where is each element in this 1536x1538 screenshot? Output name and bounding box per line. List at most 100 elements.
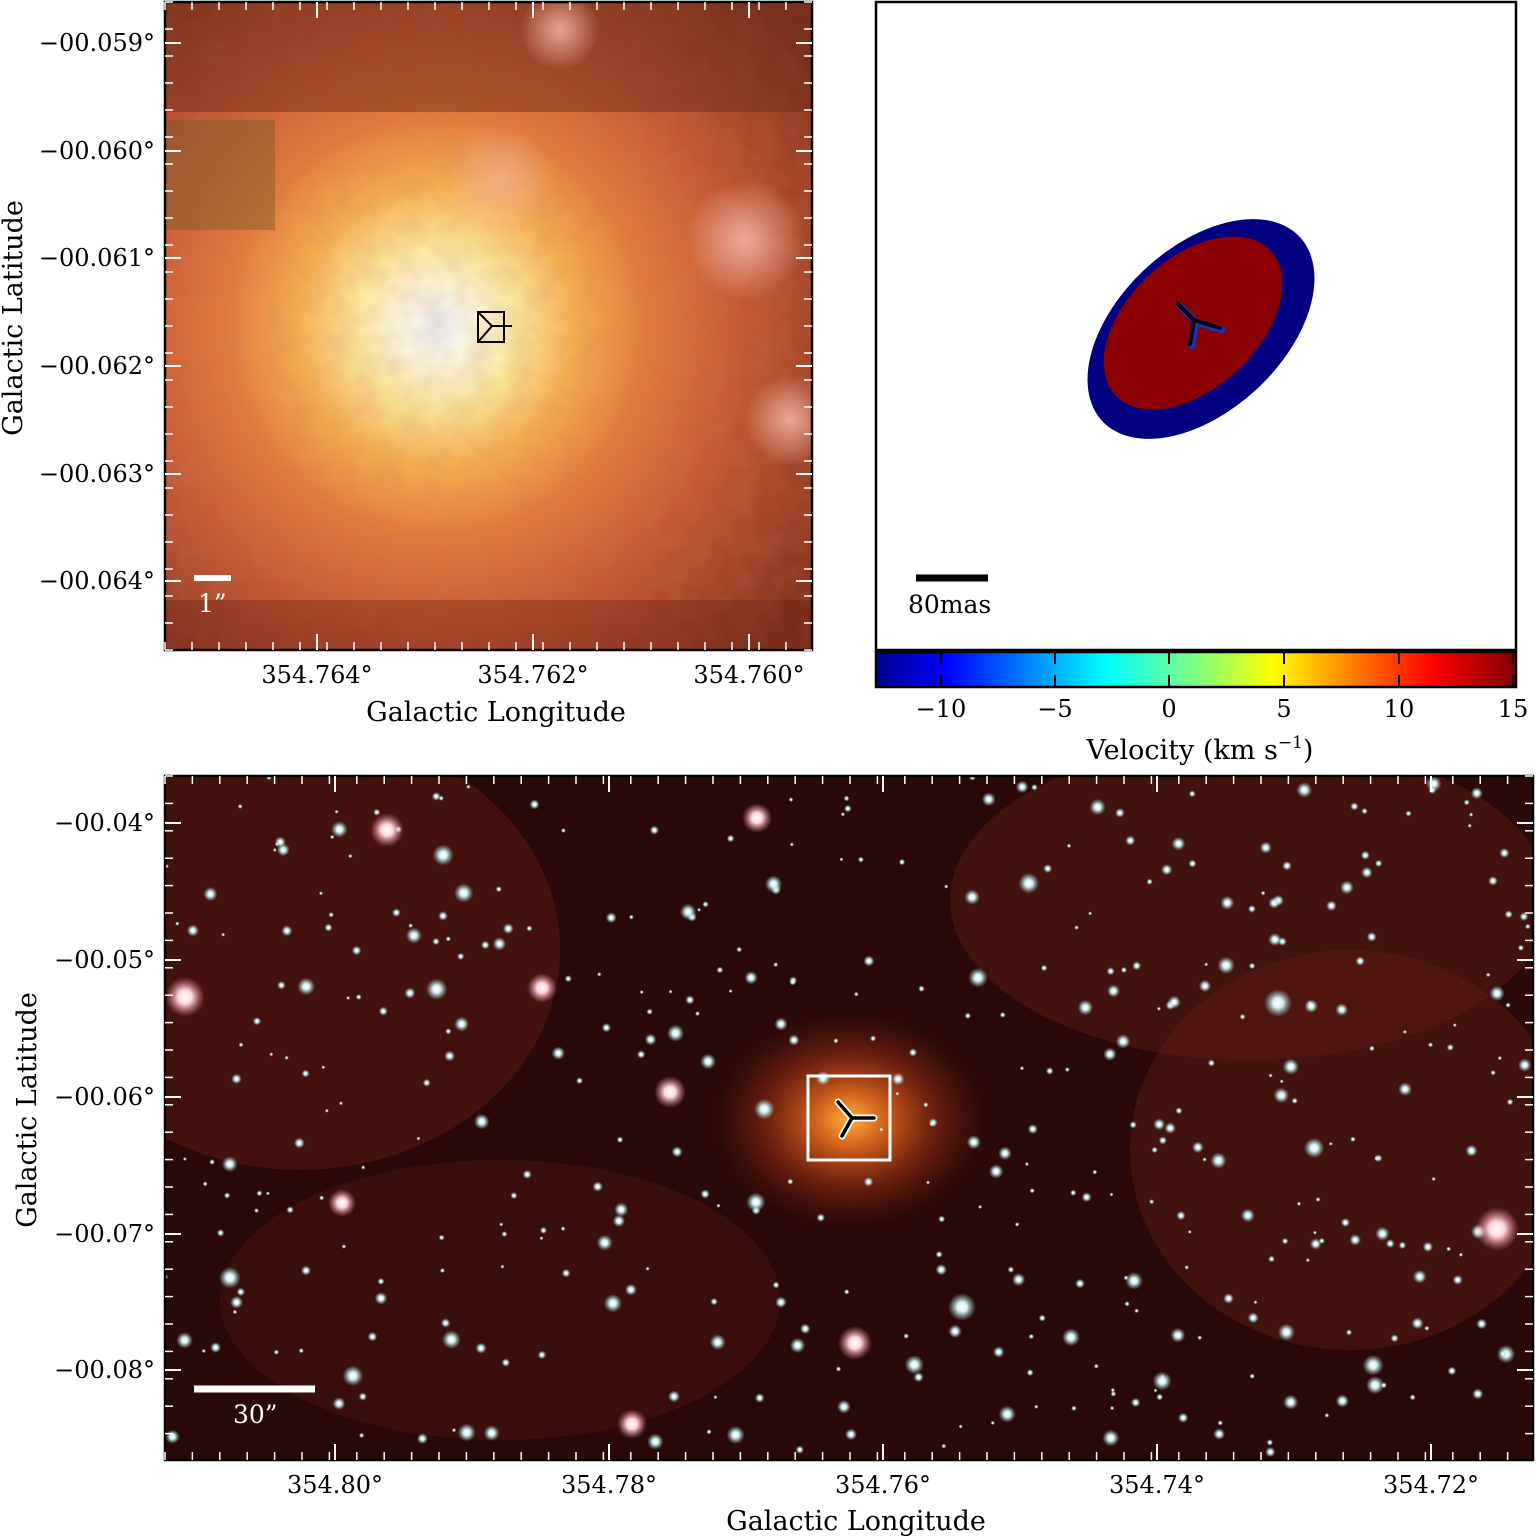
star (444, 1050, 456, 1062)
star (539, 1236, 544, 1241)
star (1120, 966, 1128, 974)
star (1452, 1023, 1457, 1028)
star (539, 1226, 548, 1234)
star (1277, 1323, 1295, 1341)
star (1405, 810, 1412, 817)
star (564, 975, 572, 983)
star (1355, 956, 1365, 966)
star (1362, 1354, 1384, 1376)
star (1102, 1429, 1120, 1447)
colorbar-tick-labels: −10 −5 0 5 10 15 (916, 695, 1529, 723)
star (1248, 962, 1256, 970)
star (1171, 836, 1186, 851)
star (223, 1192, 231, 1199)
star (265, 1191, 270, 1196)
star (1431, 1176, 1436, 1182)
star (1490, 1070, 1496, 1076)
star (1268, 1255, 1275, 1263)
star (1517, 944, 1525, 951)
star (501, 1358, 511, 1367)
star (624, 1283, 637, 1296)
star (355, 994, 362, 1000)
star (274, 836, 286, 848)
star (1259, 841, 1272, 854)
star (499, 1222, 504, 1227)
star (1202, 1157, 1207, 1162)
star (351, 945, 362, 956)
star (999, 1011, 1006, 1018)
star (1240, 1208, 1255, 1223)
star (998, 1405, 1016, 1423)
star (216, 1229, 225, 1237)
star (1156, 1393, 1164, 1401)
star (1184, 1265, 1189, 1270)
star (1197, 1335, 1203, 1341)
bottom-scale-label: 30” (233, 1400, 278, 1429)
star (1156, 1006, 1161, 1011)
star (329, 834, 335, 840)
star (1040, 964, 1048, 972)
star (298, 1348, 304, 1354)
star (592, 1181, 603, 1192)
star (1062, 1328, 1080, 1347)
star (1249, 1373, 1255, 1379)
star (361, 1165, 366, 1170)
star (422, 1078, 431, 1087)
star (1198, 979, 1212, 993)
star (1497, 1055, 1503, 1061)
star (431, 792, 441, 801)
colorbar-ticks (940, 652, 1514, 687)
star (639, 990, 644, 995)
star (1204, 962, 1209, 967)
star (700, 1053, 716, 1070)
star (1132, 961, 1142, 971)
star (1028, 1333, 1035, 1340)
star (473, 1113, 490, 1130)
star (1026, 1369, 1034, 1377)
y-tick-label: −00.08° (54, 1356, 155, 1384)
star (843, 1289, 850, 1295)
star (903, 1333, 909, 1339)
star (1328, 1141, 1333, 1146)
star (1504, 910, 1513, 919)
star (1282, 861, 1292, 871)
star (709, 1334, 726, 1351)
star (495, 886, 502, 893)
x-tick-label: 354.762° (477, 661, 588, 689)
star (863, 1176, 874, 1187)
star (944, 884, 949, 889)
star (561, 1268, 571, 1278)
star (1385, 1239, 1395, 1249)
star (918, 985, 925, 992)
star (754, 1393, 765, 1403)
star (560, 828, 566, 833)
star (1109, 1192, 1114, 1197)
star (614, 1202, 629, 1217)
star (454, 883, 474, 903)
star (1472, 1388, 1484, 1400)
star (1488, 876, 1498, 886)
colorbar-tick-label: 15 (1498, 695, 1529, 723)
colorbar-tick-label: 0 (1161, 695, 1176, 723)
star (1282, 1058, 1300, 1075)
star (1260, 890, 1266, 896)
star (753, 1098, 775, 1120)
star (1149, 1199, 1155, 1205)
star (789, 842, 794, 847)
star (1485, 972, 1491, 978)
star (1213, 1428, 1226, 1440)
top-left-image (165, 2, 812, 650)
star (988, 1164, 1004, 1179)
star (1066, 843, 1072, 849)
zoom-region-box (806, 1074, 892, 1162)
star (616, 1136, 624, 1143)
star (679, 903, 697, 920)
star (603, 1294, 623, 1313)
star (1398, 1241, 1407, 1250)
star (331, 821, 348, 838)
star (438, 911, 448, 921)
star (560, 1226, 566, 1232)
star (1468, 812, 1474, 817)
star (445, 1028, 452, 1035)
star (182, 1157, 187, 1161)
